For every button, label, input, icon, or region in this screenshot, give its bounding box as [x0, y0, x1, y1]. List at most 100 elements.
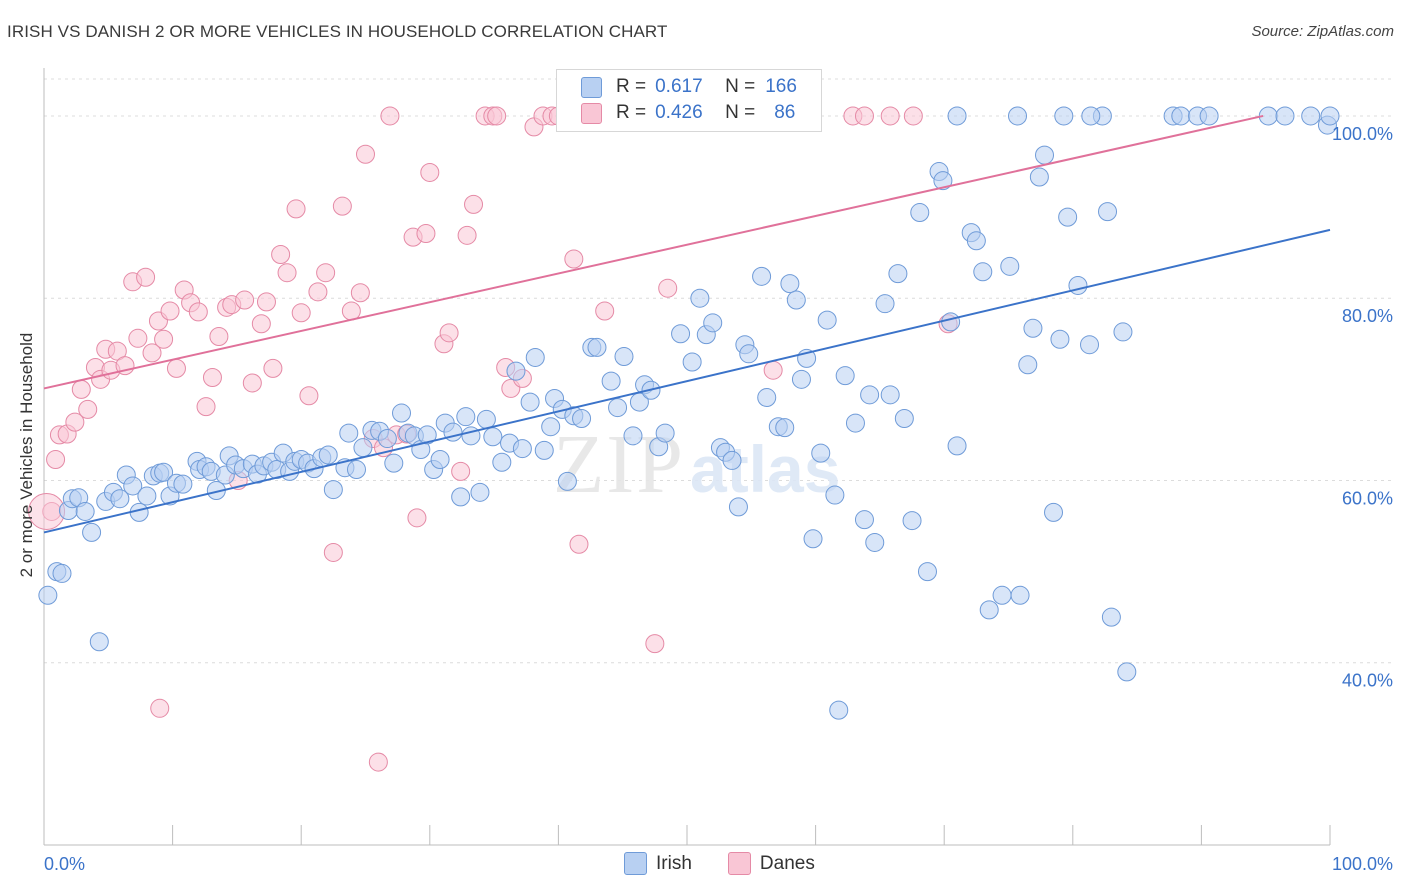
irish-point [1054, 106, 1074, 126]
danes-point [71, 379, 91, 399]
danes-point [380, 106, 400, 126]
danes-point [464, 194, 484, 214]
danes-point [263, 358, 283, 378]
danes-point [763, 360, 783, 380]
irish-point [623, 426, 643, 446]
irish-swatch [581, 76, 602, 98]
y-tick-label: 60.0% [1342, 488, 1393, 508]
danes-point [107, 341, 127, 361]
irish-point [690, 288, 710, 308]
danes-point [251, 314, 271, 334]
irish-series [38, 106, 1340, 720]
danes-trendline [43, 114, 1264, 390]
danes-n-value: 86 [774, 102, 796, 123]
irish-point [829, 700, 849, 720]
irish-point [417, 425, 437, 445]
irish-point [880, 385, 900, 405]
irish-point [865, 532, 885, 552]
irish-point [752, 266, 772, 286]
danes-point [658, 278, 678, 298]
irish-point [614, 347, 634, 367]
irish-point [1199, 106, 1219, 126]
irish-point [1035, 145, 1055, 165]
irish-point [1058, 207, 1078, 227]
irish-point [1081, 106, 1101, 126]
irish-point [1044, 502, 1064, 522]
irish-point [608, 398, 628, 418]
legend-row-irish: R = 0.617 N = 166 [581, 75, 797, 99]
irish-point [1023, 318, 1043, 338]
irish-point [1068, 275, 1088, 295]
danes-point [209, 326, 229, 346]
r-label: R = [616, 76, 647, 97]
axes [43, 68, 1331, 846]
legend-item-irish[interactable]: Irish [624, 852, 692, 875]
danes-point [332, 196, 352, 216]
source-label: Source: ZipAtlas.com [1251, 23, 1394, 40]
x-tick-label: 0.0% [44, 854, 85, 874]
irish-trendline [43, 228, 1331, 534]
irish-point [1117, 662, 1137, 682]
x-tick-label: 100.0% [1332, 854, 1393, 874]
irish-point [757, 388, 777, 408]
irish-point [1171, 106, 1191, 126]
danes-point [854, 106, 874, 126]
irish-point [739, 344, 759, 364]
irish-point [817, 310, 837, 330]
irish-point [854, 510, 874, 530]
irish-point [775, 418, 795, 438]
irish-point [52, 563, 72, 583]
irish-point [1010, 585, 1030, 605]
irish-point [780, 274, 800, 294]
irish-point [346, 460, 366, 480]
irish-point [1000, 256, 1020, 276]
irish-point [860, 385, 880, 405]
irish-point [483, 427, 503, 447]
danes-point [188, 302, 208, 322]
legend-label-danes: Danes [759, 852, 815, 874]
danes-point [407, 508, 427, 528]
irish-point [506, 361, 526, 381]
irish-point [682, 352, 702, 372]
irish-point [1098, 202, 1118, 222]
irish-point [1101, 607, 1121, 627]
irish-point [791, 369, 811, 389]
irish-point [1008, 106, 1028, 126]
y-tick-label: 80.0% [1342, 306, 1393, 326]
irish-point [947, 106, 967, 126]
legend-item-danes[interactable]: Danes [727, 852, 815, 875]
irish-point [587, 337, 607, 357]
danes-point [564, 249, 584, 269]
danes-point [150, 698, 170, 718]
irish-point [377, 429, 397, 449]
irish-point [601, 371, 621, 391]
y-tick-label: 40.0% [1342, 671, 1393, 691]
irish-point [1301, 106, 1321, 126]
irish-point [1275, 106, 1295, 126]
irish-point [430, 450, 450, 470]
irish-point [339, 423, 359, 443]
irish-point [966, 231, 986, 251]
irish-point [384, 453, 404, 473]
irish-point [803, 529, 823, 549]
danes-point [136, 267, 156, 287]
danes-point [46, 450, 66, 470]
danes-point [291, 303, 311, 323]
irish-point [1320, 106, 1340, 126]
irish-point [703, 313, 723, 333]
irish-point [456, 407, 476, 427]
danes-point [880, 106, 900, 126]
danes-point [202, 367, 222, 387]
trendlines [43, 114, 1331, 534]
irish-point [1113, 322, 1133, 342]
correlation-legend: R = 0.617 N = 166 R = 0.426 N = 86 [556, 69, 822, 132]
danes-point [341, 301, 361, 321]
irish-point [811, 443, 831, 463]
danes-point [277, 263, 297, 283]
danes-r-value: 0.426 [655, 102, 703, 123]
irish-point [173, 474, 193, 494]
danes-point [142, 343, 162, 363]
danes-point [645, 634, 665, 654]
irish-point [835, 366, 855, 386]
